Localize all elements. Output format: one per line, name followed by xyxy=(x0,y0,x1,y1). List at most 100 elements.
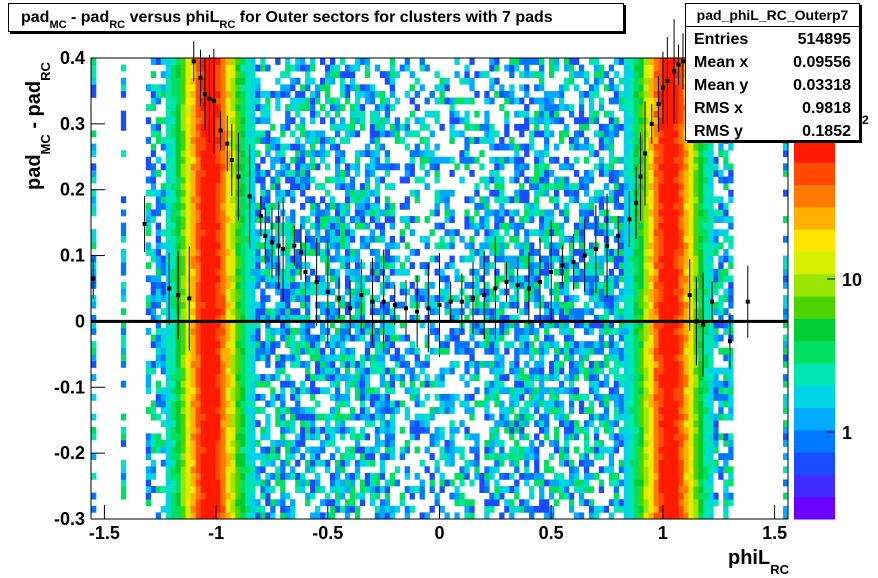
heat-cell xyxy=(359,288,366,296)
heat-cell xyxy=(464,512,470,520)
heat-cell xyxy=(534,196,540,204)
heat-cell xyxy=(464,472,470,480)
heat-cell xyxy=(215,97,221,105)
heat-cell xyxy=(534,367,540,375)
heat-cell xyxy=(549,97,555,105)
heat-cell xyxy=(275,472,281,480)
heat-cell xyxy=(235,380,241,388)
heat-cell xyxy=(295,486,301,493)
heat-cell xyxy=(583,301,590,309)
heat-cell xyxy=(494,374,500,381)
heat-cell xyxy=(618,321,625,329)
heat-cell xyxy=(519,420,525,428)
heat-cell xyxy=(534,453,540,461)
heat-cell xyxy=(419,150,425,158)
heat-cell xyxy=(210,176,216,184)
heat-cell xyxy=(160,387,166,395)
heat-cell xyxy=(638,413,644,421)
heat-cell xyxy=(484,130,490,138)
heat-cell xyxy=(354,512,361,520)
heat-cell xyxy=(200,275,206,283)
heat-cell xyxy=(504,123,510,131)
heat-cell xyxy=(449,262,455,270)
heat-cell xyxy=(344,288,351,296)
heat-cell xyxy=(549,367,555,375)
heat-cell xyxy=(324,189,331,197)
heat-cell xyxy=(275,222,281,230)
heat-cell xyxy=(449,235,455,243)
heat-cell xyxy=(364,407,371,414)
heat-cell xyxy=(190,420,196,428)
heat-cell xyxy=(190,301,196,309)
heat-cell xyxy=(91,229,97,237)
heat-cell xyxy=(200,479,206,487)
heat-cell xyxy=(165,374,171,381)
heat-cell xyxy=(300,156,306,164)
heat-cell xyxy=(320,308,326,316)
heat-cell xyxy=(484,137,490,144)
heat-cell xyxy=(454,492,460,500)
heat-cell xyxy=(364,486,371,493)
heat-cell xyxy=(220,202,226,210)
heat-cell xyxy=(628,393,634,401)
heat-cell xyxy=(613,156,620,164)
heat-cell xyxy=(558,492,565,500)
heat-cell xyxy=(315,512,321,520)
heat-cell xyxy=(255,97,261,105)
heat-cell xyxy=(91,71,97,79)
heat-cell xyxy=(583,486,590,493)
heat-cell xyxy=(210,295,216,302)
heat-cell xyxy=(320,367,326,375)
heat-cell xyxy=(260,341,266,349)
heat-cell xyxy=(91,242,97,250)
heat-cell xyxy=(155,242,161,250)
heat-cell xyxy=(549,479,555,487)
heat-cell xyxy=(145,367,152,375)
heat-cell xyxy=(210,209,216,217)
heat-cell xyxy=(643,334,649,342)
heat-cell xyxy=(235,367,241,375)
heat-cell xyxy=(369,209,376,217)
heat-cell xyxy=(583,459,590,467)
heat-cell xyxy=(554,202,560,210)
heat-cell xyxy=(474,189,480,197)
heat-cell xyxy=(190,512,196,520)
heat-cell xyxy=(554,400,560,408)
heat-cell xyxy=(603,130,610,138)
heat-cell xyxy=(310,512,316,520)
heat-cell xyxy=(544,301,550,309)
heat-cell xyxy=(349,229,356,237)
heat-cell xyxy=(265,426,271,434)
heat-cell xyxy=(374,216,381,223)
heat-cell xyxy=(598,295,605,302)
heat-cell xyxy=(280,439,286,447)
heat-cell xyxy=(235,268,241,276)
heat-cell xyxy=(638,400,644,408)
heat-cell xyxy=(290,216,296,223)
heat-cell xyxy=(280,479,286,487)
heat-cell xyxy=(195,268,201,276)
heat-cell xyxy=(195,248,201,256)
heat-cell xyxy=(563,374,570,381)
heat-cell xyxy=(255,150,261,158)
heat-cell xyxy=(554,393,560,401)
heat-cell xyxy=(384,163,391,171)
heat-cell xyxy=(464,433,470,441)
heat-cell xyxy=(514,360,520,368)
heat-cell xyxy=(648,202,654,210)
heat-cell xyxy=(549,183,555,191)
heat-cell xyxy=(638,117,644,125)
heat-cell xyxy=(200,222,206,230)
heat-cell xyxy=(315,314,321,322)
heat-cell xyxy=(593,71,600,79)
heat-cell xyxy=(598,77,605,85)
heat-cell xyxy=(195,459,201,467)
heat-cell xyxy=(399,229,405,237)
heat-cell xyxy=(519,407,525,414)
heat-cell xyxy=(300,242,306,250)
heat-cell xyxy=(329,334,336,342)
heat-cell xyxy=(190,262,196,270)
heat-cell xyxy=(150,176,157,184)
heat-cell xyxy=(499,387,505,395)
